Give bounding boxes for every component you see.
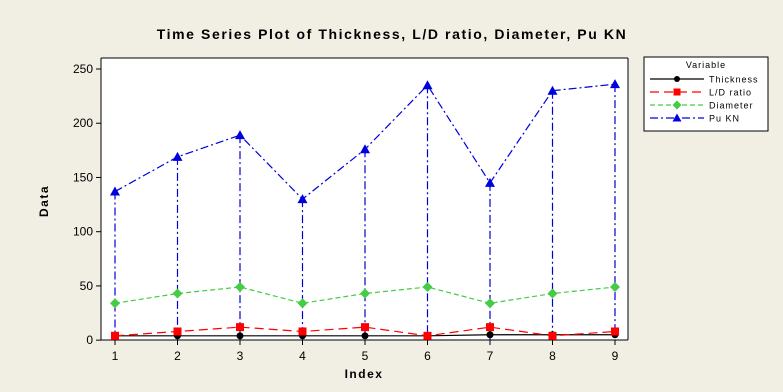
x-tick-label: 6 (424, 349, 431, 363)
legend-label: L/D ratio (709, 88, 752, 98)
x-tick-label: 2 (174, 349, 181, 363)
y-tick-label: 150 (73, 170, 93, 184)
data-point (110, 298, 120, 309)
series-diameter (110, 282, 620, 309)
y-tick-label: 0 (86, 333, 93, 347)
y-tick-label: 50 (80, 279, 94, 293)
legend-label: Thickness (709, 75, 759, 85)
series-l-d-ratio (111, 323, 619, 340)
x-tick-label: 9 (612, 349, 619, 363)
drop-lines (114, 84, 616, 340)
data-point (548, 331, 557, 340)
data-point (111, 331, 119, 340)
y-tick-label: 250 (73, 62, 93, 76)
data-point (360, 288, 370, 299)
data-point (361, 323, 369, 332)
legend-title: Variable (686, 60, 726, 70)
legend: Variable Thickness L/D ratio Diameter Pu KN (643, 56, 769, 132)
data-point (110, 186, 120, 196)
data-point (297, 194, 308, 204)
legend-label: Diameter (709, 101, 754, 111)
x-axis-ticks: 1 2 3 4 5 6 7 8 9 (112, 340, 619, 363)
x-axis-label: Index (345, 367, 384, 381)
data-point (672, 113, 682, 122)
x-tick-label: 8 (549, 349, 556, 363)
data-point (486, 323, 494, 332)
data-point (674, 76, 680, 82)
data-point (485, 298, 495, 309)
data-point (672, 100, 682, 110)
data-point (547, 288, 558, 299)
data-point (298, 327, 307, 336)
series-pu-kn (110, 79, 620, 204)
y-axis-ticks: 0 50 100 150 200 250 (73, 62, 101, 347)
data-point (236, 332, 244, 340)
chart-title: Time Series Plot of Thickness, L/D ratio… (157, 26, 628, 42)
data-point (423, 331, 432, 340)
data-point (610, 79, 620, 89)
data-point (172, 151, 183, 161)
data-point (610, 282, 620, 293)
series-layer (110, 79, 620, 340)
series-line (114, 286, 616, 304)
data-point (360, 144, 370, 154)
legend-label: Pu KN (709, 114, 740, 124)
data-point (673, 88, 681, 96)
data-point (422, 80, 433, 90)
data-point (172, 288, 183, 299)
data-point (547, 85, 558, 95)
x-tick-label: 7 (487, 349, 494, 363)
x-tick-label: 4 (299, 349, 306, 363)
data-point (361, 332, 369, 340)
data-point (235, 130, 245, 140)
y-tick-label: 200 (73, 116, 93, 130)
x-tick-label: 3 (237, 349, 244, 363)
x-tick-label: 1 (112, 349, 119, 363)
y-axis-label: Data (37, 185, 51, 217)
data-point (485, 177, 495, 187)
data-point (611, 327, 619, 336)
data-point (236, 323, 244, 332)
x-tick-label: 5 (362, 349, 369, 363)
legend-box (643, 56, 769, 132)
data-point (235, 282, 245, 293)
data-point (297, 298, 308, 309)
data-point (422, 282, 433, 293)
y-tick-label: 100 (73, 225, 93, 239)
data-point (486, 331, 494, 339)
data-point (173, 327, 182, 336)
